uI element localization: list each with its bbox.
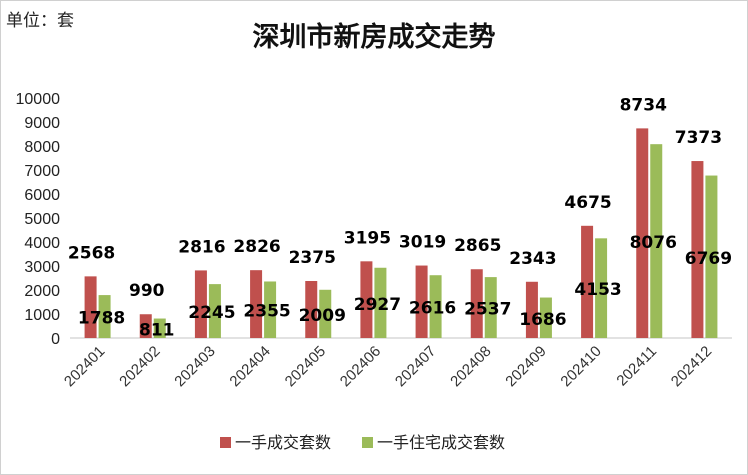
data-label-total: 2865: [454, 236, 501, 256]
bar-residential: [153, 318, 166, 338]
x-tick-label: 202408: [447, 343, 494, 390]
data-label-total: 3195: [344, 228, 391, 248]
bar-total: [194, 270, 207, 338]
bar-residential: [264, 281, 277, 338]
bar-residential: [429, 275, 442, 338]
legend-label: 一手成交套数: [235, 433, 331, 452]
bar-total: [470, 269, 483, 338]
y-tick-label: 5000: [24, 211, 60, 228]
x-tick-label: 202404: [226, 343, 273, 390]
data-label-total: 2343: [509, 249, 556, 269]
y-tick-label: 6000: [24, 187, 60, 204]
y-tick-label: 3000: [24, 259, 60, 276]
data-label-residential: 2245: [188, 303, 235, 323]
x-tick-label: 202410: [557, 343, 604, 390]
y-tick-label: 0: [51, 331, 60, 348]
x-tick-label: 202405: [282, 343, 329, 390]
x-tick-label: 202402: [116, 343, 163, 390]
legend-label: 一手住宅成交套数: [377, 433, 505, 452]
data-label-residential: 1788: [78, 309, 125, 329]
bar-total: [636, 128, 649, 338]
data-label-total: 2375: [289, 248, 336, 268]
x-tick-label: 202409: [502, 343, 549, 390]
data-label-total: 990: [129, 281, 165, 301]
x-tick-label: 202411: [613, 343, 660, 390]
y-tick-label: 7000: [24, 163, 60, 180]
data-label-residential: 811: [139, 320, 175, 340]
x-tick-label: 202412: [668, 343, 715, 390]
data-label-total: 7373: [675, 128, 722, 148]
data-label-residential: 8076: [630, 233, 677, 253]
data-label-total: 2568: [68, 243, 115, 263]
data-label-total: 2826: [233, 237, 280, 257]
chart-title: 深圳市新房成交走势: [253, 21, 496, 53]
data-label-total: 2816: [178, 237, 225, 257]
bar-total: [305, 281, 318, 338]
bar-residential: [319, 289, 332, 338]
bar-residential: [208, 284, 221, 338]
bar-total: [84, 276, 97, 338]
data-label-residential: 2616: [409, 299, 456, 319]
x-tick-label: 202406: [337, 343, 384, 390]
data-label-residential: 2537: [464, 300, 511, 320]
bar-residential: [705, 175, 718, 338]
bar-residential: [595, 238, 608, 338]
legend-swatch: [362, 437, 373, 448]
bar-residential: [650, 144, 663, 338]
bar-residential: [98, 295, 111, 338]
data-label-residential: 2009: [299, 306, 346, 326]
data-label-residential: 6769: [685, 249, 732, 269]
bar-total: [250, 270, 263, 338]
legend-swatch: [220, 437, 231, 448]
bar-total: [139, 314, 152, 338]
bar-total: [581, 225, 594, 338]
bar-residential: [374, 267, 387, 338]
y-tick-label: 8000: [24, 139, 60, 156]
data-label-total: 8734: [620, 95, 667, 115]
data-label-residential: 2355: [243, 302, 290, 322]
data-label-total: 3019: [399, 233, 446, 253]
bar-total: [360, 261, 373, 338]
bar-residential: [539, 297, 552, 338]
y-tick-label: 1000: [24, 307, 60, 324]
x-tick-label: 202407: [392, 343, 439, 390]
y-tick-label: 10000: [16, 91, 61, 108]
data-label-residential: 4153: [574, 280, 621, 300]
x-tick-label: 202401: [61, 343, 108, 390]
bar-total: [691, 161, 704, 338]
bar-total: [525, 281, 538, 338]
bar-residential: [484, 277, 497, 338]
bar-total: [415, 265, 428, 338]
data-label-total: 4675: [564, 193, 611, 213]
data-label-residential: 2927: [354, 295, 401, 315]
x-tick-label: 202403: [171, 343, 218, 390]
data-label-residential: 1686: [519, 310, 566, 330]
y-tick-label: 9000: [24, 115, 60, 132]
y-tick-label: 2000: [24, 283, 60, 300]
y-tick-label: 4000: [24, 235, 60, 252]
unit-label: 单位：套: [6, 11, 74, 31]
